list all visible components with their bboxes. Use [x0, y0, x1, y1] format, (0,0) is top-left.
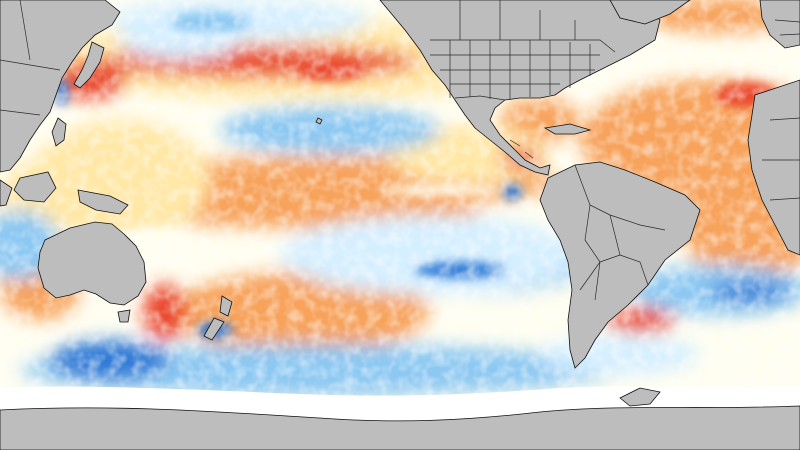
- tasmania: [117, 309, 131, 323]
- borneo: [13, 171, 57, 203]
- africa: [747, 79, 800, 256]
- philippines: [51, 117, 67, 147]
- antarctica: [0, 405, 800, 450]
- usa-mexico-border: [454, 95, 506, 101]
- europe: [759, 0, 800, 49]
- greenland: [609, 0, 691, 25]
- south-america: [539, 161, 701, 369]
- asia: [0, 0, 121, 173]
- us-state-lines: [430, 40, 600, 100]
- japan: [73, 41, 105, 89]
- hawaii: [315, 117, 323, 125]
- new-guinea: [77, 189, 129, 215]
- usa-canada-border: [430, 39, 616, 53]
- cuba: [543, 123, 592, 135]
- asia-borders: [0, 0, 61, 116]
- new-zealand-south: [203, 317, 225, 341]
- europe-borders: [774, 19, 800, 36]
- australia: [37, 221, 147, 306]
- south-america-borders: [574, 164, 666, 301]
- political-borders: [0, 0, 800, 301]
- antarctic-peninsula: [619, 387, 661, 407]
- canada-province-lines: [459, 0, 576, 40]
- central-america-borders: [509, 139, 534, 159]
- africa-borders: [762, 117, 800, 201]
- new-zealand-north: [219, 295, 233, 317]
- sumatra: [0, 179, 13, 207]
